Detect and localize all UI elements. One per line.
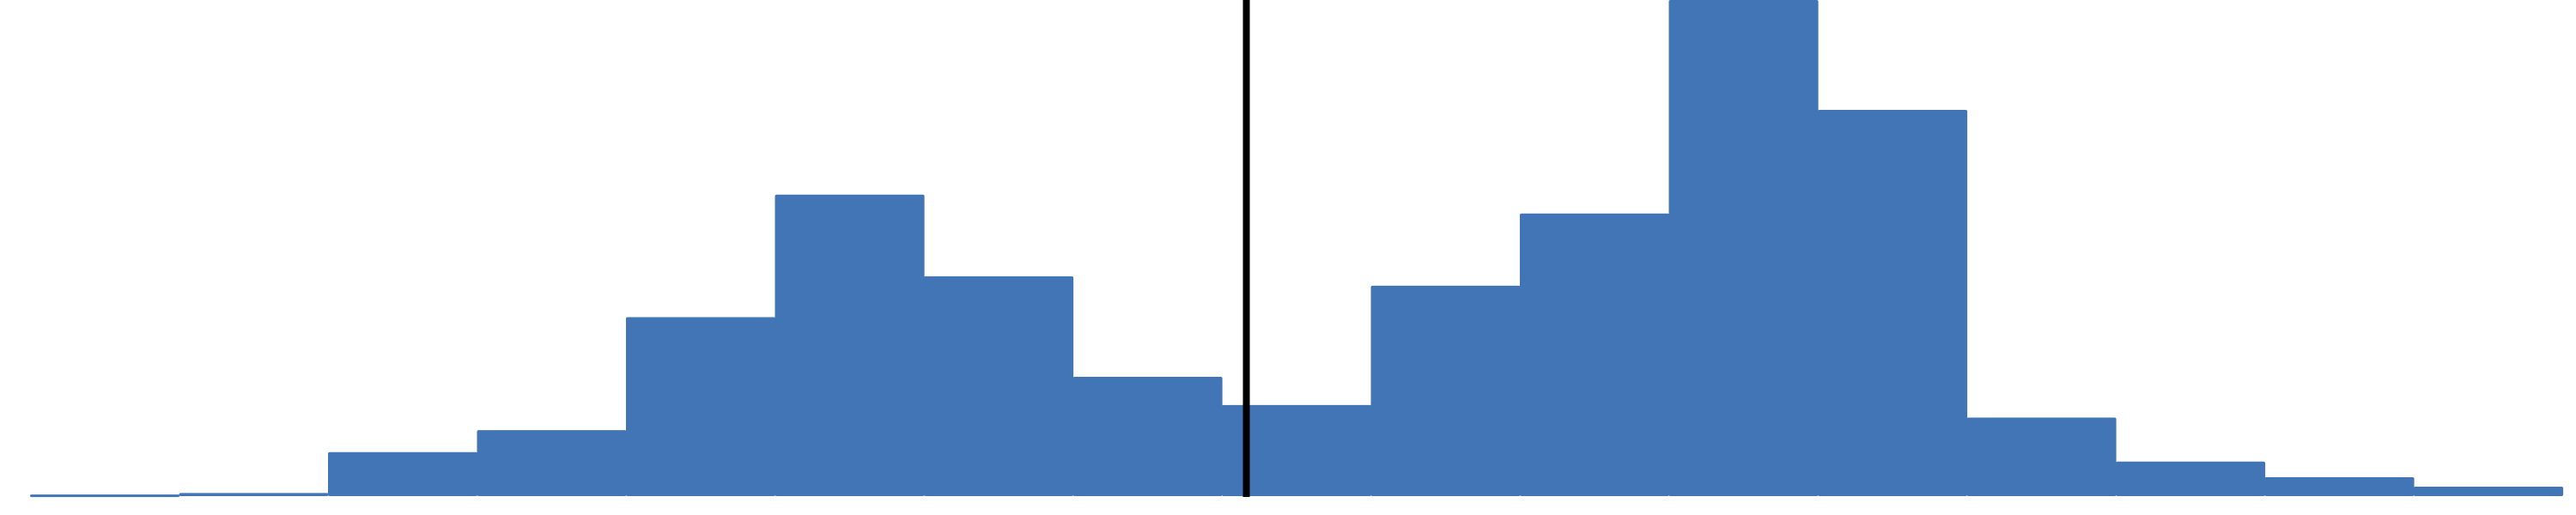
histogram-bar [1072,376,1223,496]
histogram-bar [2116,461,2266,496]
histogram-bar [1668,0,1819,496]
histogram-bar [1520,213,1670,496]
histogram-bar [1966,417,2117,496]
histogram-bar [30,494,180,498]
histogram-bar [179,493,329,496]
histogram-bar [477,430,627,496]
histogram-bar [2414,487,2564,496]
histogram-bar [775,194,925,496]
histogram-bar [626,317,776,496]
histogram-bar [1370,285,1521,496]
histogram-bar [924,276,1074,496]
bars-group [30,0,2564,498]
histogram-bar [1222,404,1372,496]
histogram-bar [2264,477,2415,496]
histogram-bar [1818,110,1968,497]
histogram-bar [328,451,478,496]
